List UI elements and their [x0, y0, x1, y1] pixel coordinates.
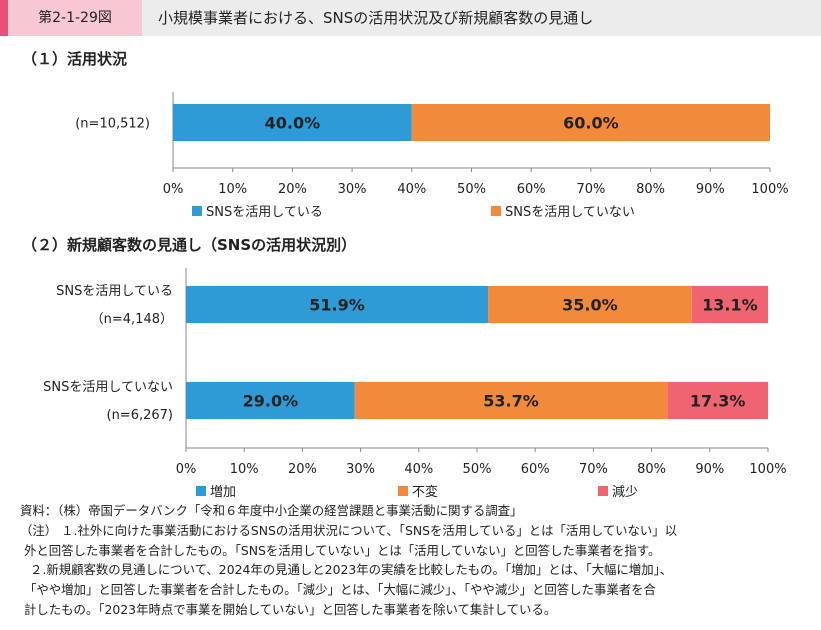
figure-number: 第2-1-29図 — [8, 0, 142, 36]
bar-segment — [411, 104, 770, 141]
category-label: SNSを活用していない — [43, 380, 173, 395]
category-n-label: (n=6,267) — [107, 408, 174, 423]
bar-data-label: 35.0% — [562, 296, 618, 315]
x-tick-label: 70% — [576, 182, 605, 197]
category-label: (n=10,512) — [75, 117, 150, 132]
x-tick-label: 60% — [517, 182, 546, 197]
x-tick-label: 30% — [346, 462, 375, 477]
x-tick-label: 90% — [696, 182, 725, 197]
x-tick-label: 80% — [636, 182, 665, 197]
x-tick-label: 40% — [397, 182, 426, 197]
bar-data-label: 29.0% — [243, 392, 299, 411]
x-tick-label: 100% — [751, 182, 788, 197]
bar-data-label: 53.7% — [483, 392, 539, 411]
bar-data-label: 51.9% — [309, 296, 365, 315]
legend-label: SNSを活用している — [206, 205, 323, 220]
legend-label: 増加 — [210, 485, 236, 500]
x-tick-label: 20% — [288, 462, 317, 477]
note-line: 「やや増加」と回答した事業者を合計したもの。「減少」とは、「大幅に減少」、「やや… — [24, 582, 656, 598]
x-tick-label: 40% — [404, 462, 433, 477]
x-tick-label: 60% — [521, 462, 550, 477]
x-tick-label: 10% — [230, 462, 259, 477]
header-accent — [0, 0, 8, 36]
x-tick-label: 100% — [749, 462, 786, 477]
x-tick-label: 50% — [457, 182, 486, 197]
note-line: ２.新規顧客数の見通しについて、2024年の見通しと2023年の実績を比較したも… — [30, 562, 673, 578]
x-tick-label: 10% — [218, 182, 247, 197]
note-line: 計したもの。「2023年時点で事業を開始していない」と回答した事業者を除いて集計… — [24, 601, 557, 617]
x-tick-label: 0% — [163, 182, 184, 197]
legend-swatch — [196, 486, 206, 496]
chart2: 51.9% 35.0% 13.1% SNSを活用している （n=4,148） 29.0% 5… — [43, 268, 787, 500]
bar-data-label: 40.0% — [265, 114, 321, 133]
notes: 資料：（株）帝国データバンク「令和６年度中小企業の経営課題と事業活動に関する調査… — [20, 501, 810, 620]
x-tick-label: 20% — [278, 182, 307, 197]
bar-data-label: 60.0% — [563, 114, 619, 133]
figure-header: 第2-1-29図 小規模事業者における、SNSの活用状況及び新規顧客数の見通し — [0, 0, 821, 36]
category-label: SNSを活用している — [56, 284, 173, 299]
x-tick-label: 80% — [637, 462, 666, 477]
legend-swatch — [192, 206, 202, 216]
note-line: （注） １.社外に向けた事業活動におけるSNSの活用状況について、「SNSを活用… — [20, 522, 678, 538]
bar-segment — [691, 286, 768, 323]
bar-segment — [667, 382, 768, 419]
chart2-title: （２）新規顧客数の見通し（SNSの活用状況別） — [22, 236, 357, 254]
x-tick-label: 30% — [338, 182, 367, 197]
x-tick-label: 0% — [176, 462, 197, 477]
bar-segment — [186, 382, 355, 419]
legend-label: 減少 — [612, 484, 638, 500]
bar-segment — [186, 286, 489, 323]
chart1: 40.0% 60.0% (n=10,512) 0% 10% 20% 30% 40% 50% 60%… — [75, 92, 789, 220]
legend-swatch — [398, 486, 408, 496]
category-n-label: （n=4,148） — [91, 312, 173, 327]
bar-segment — [173, 104, 412, 141]
legend-swatch — [491, 206, 501, 216]
legend-label: 不変 — [412, 484, 438, 500]
bar-data-label: 13.1% — [702, 296, 758, 315]
legend-label: SNSを活用していない — [505, 205, 635, 220]
x-tick-label: 90% — [695, 462, 724, 477]
bar-segment — [354, 382, 668, 419]
bar-data-label: 17.3% — [690, 392, 746, 411]
x-tick-label: 50% — [463, 462, 492, 477]
x-tick-label: 70% — [579, 462, 608, 477]
figure-title: 小規模事業者における、SNSの活用状況及び新規顧客数の見通し — [158, 9, 594, 27]
chart1-title: （１）活用状況 — [22, 50, 128, 68]
source-note: 資料：（株）帝国データバンク「令和６年度中小企業の経営課題と事業活動に関する調査… — [20, 503, 523, 518]
legend-swatch — [598, 486, 608, 496]
note-line: 外と回答した事業者を合計したもの。「SNSを活用していない」とは「活用していない… — [24, 542, 661, 558]
bar-segment — [488, 286, 692, 323]
